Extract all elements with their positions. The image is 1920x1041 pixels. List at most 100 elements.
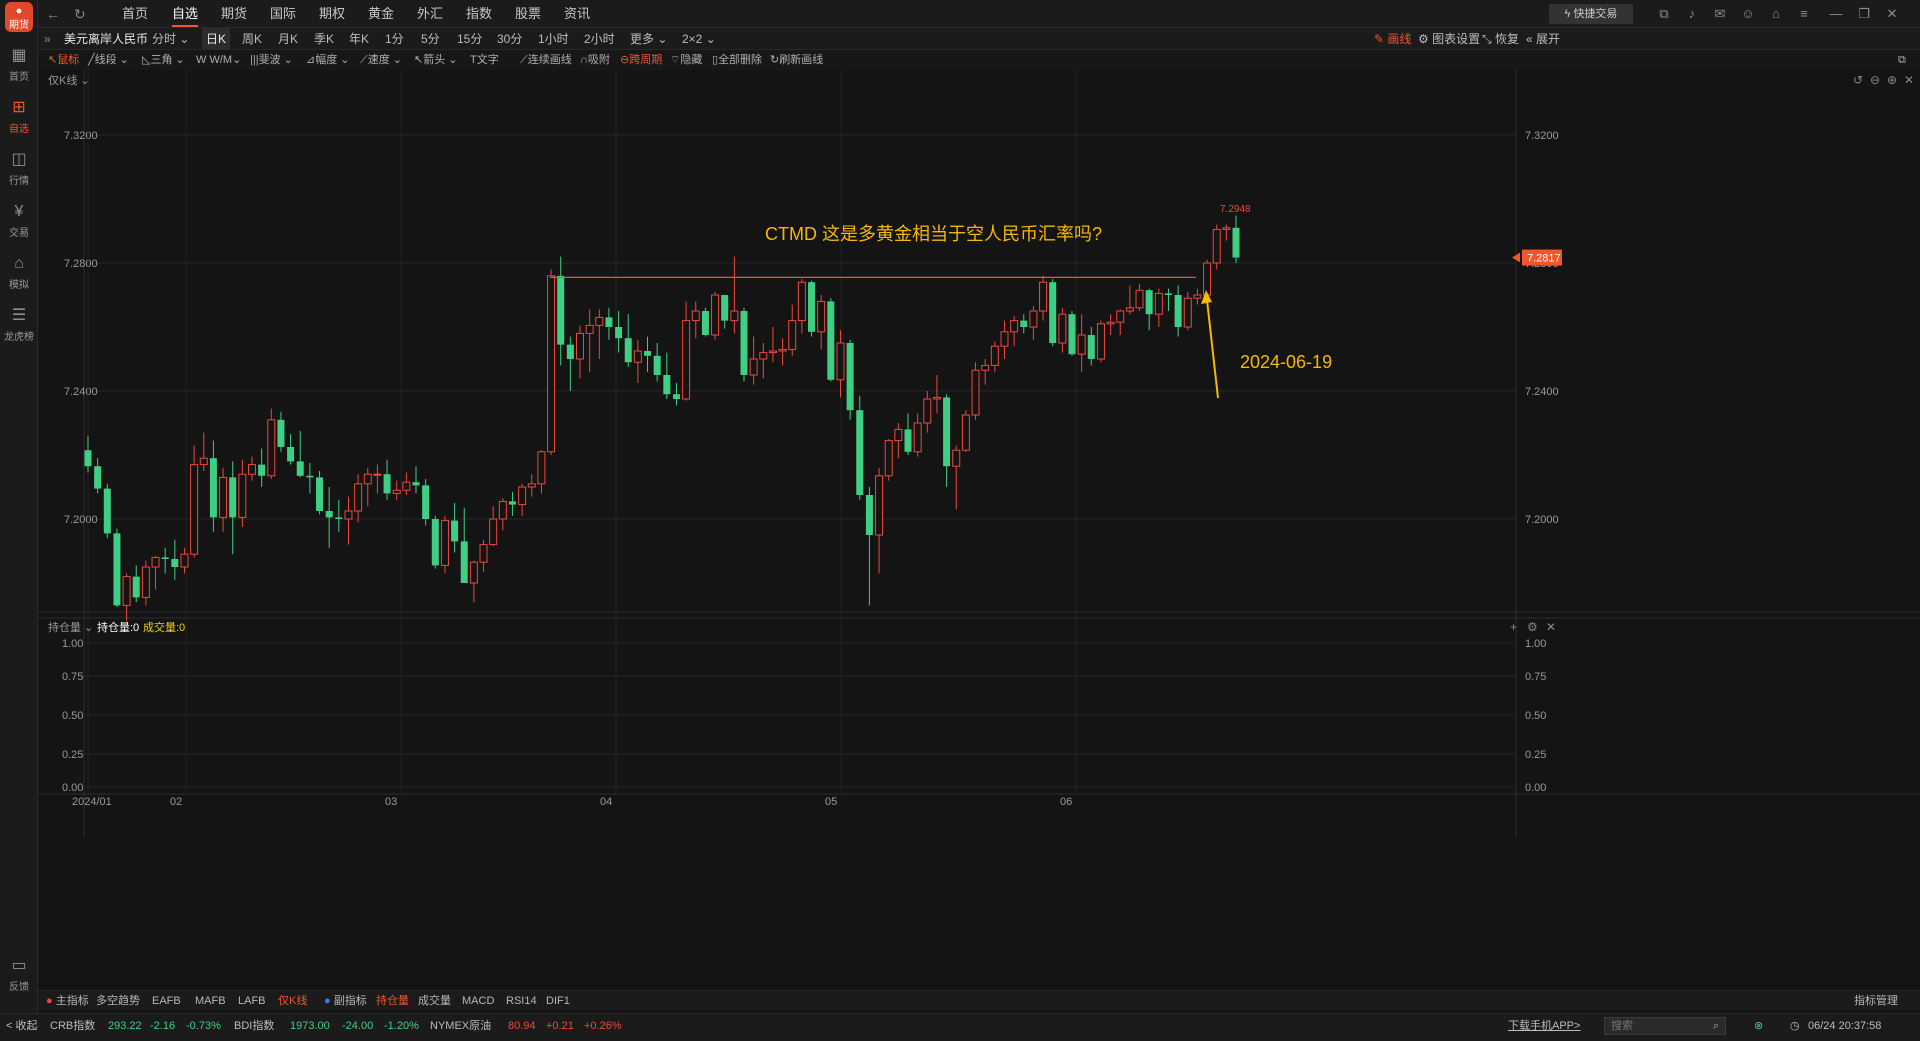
indicator-manage[interactable]: 指标管理 — [1854, 995, 1898, 1007]
draw-line-button[interactable]: ✎ 画线 — [1374, 28, 1411, 50]
candle-body-up — [836, 342, 845, 381]
sidebar-item-feedback[interactable]: ▭ 反馈 — [0, 950, 38, 996]
close-icon[interactable]: ✕ — [1886, 6, 1898, 21]
period-daily[interactable]: 日K — [202, 28, 231, 50]
tool-speed[interactable]: ⟋速度 ⌄ — [360, 54, 402, 66]
x-tick-label: 2024/01 — [72, 796, 112, 808]
minimize-icon[interactable]: — — [1829, 6, 1843, 21]
candle-body-up — [363, 473, 372, 485]
period-quarterly[interactable]: 季K — [314, 32, 335, 46]
maximize-icon[interactable]: ❐ — [1858, 6, 1870, 21]
tool-triangle[interactable]: ◺三角 ⌄ — [142, 54, 185, 66]
period-1min[interactable]: 1分 — [385, 32, 404, 46]
tab-gold[interactable]: 黄金 — [368, 6, 395, 21]
volume-y-tick-right: 1.00 — [1525, 638, 1546, 650]
refresh-icon[interactable]: ↻ — [74, 6, 86, 22]
window-icon[interactable]: ⧉ — [1659, 6, 1669, 21]
expand-chevrons-icon[interactable]: » — [44, 32, 51, 46]
period-weekly[interactable]: 周K — [242, 32, 263, 46]
tool-refresh-lines[interactable]: ↻刷新画线 — [770, 50, 823, 70]
tool-arrow[interactable]: ↖箭头 ⌄ — [414, 54, 458, 66]
period-2hour[interactable]: 2小时 — [584, 32, 615, 46]
tool-range[interactable]: ⊿幅度 ⌄ — [306, 54, 350, 66]
main-indicator-tab[interactable]: ● 主指标 — [46, 991, 89, 1011]
expand-button[interactable]: « 展开 — [1526, 28, 1560, 50]
sidebar-item-home[interactable]: ▦ 首页 — [0, 40, 38, 86]
sub-macd[interactable]: MACD — [462, 995, 495, 1007]
kline-chart-svg[interactable]: 仅K线 ⌄↺⊖⊕✕7.32007.32007.28007.28007.24007… — [38, 70, 1920, 838]
candle-body-up — [373, 473, 382, 476]
tool-segment[interactable]: ╱线段 ⌄ — [88, 54, 129, 66]
period-more[interactable]: 更多 ⌄ — [630, 28, 667, 50]
sub-volume[interactable]: 成交量 — [418, 995, 451, 1007]
user-icon[interactable]: ☺ — [1741, 6, 1755, 21]
sub-open-interest[interactable]: 持仓量 — [376, 995, 409, 1007]
candle-body-up — [1212, 228, 1221, 264]
indicator-mafb[interactable]: MAFB — [195, 995, 226, 1007]
period-30min[interactable]: 30分 — [497, 32, 523, 46]
shirt-icon[interactable]: ⌂ — [1772, 6, 1780, 21]
indicator-kline-only[interactable]: 仅K线 — [278, 995, 308, 1007]
sidebar-item-trade[interactable]: ¥ 交易 — [0, 196, 38, 242]
app-logo[interactable]: ● 期货 — [5, 2, 33, 32]
tool-cross-period[interactable]: ⊖跨周期 — [620, 50, 662, 70]
tab-stocks[interactable]: 股票 — [515, 6, 542, 21]
period-15min[interactable]: 15分 — [457, 32, 483, 46]
tool-mouse[interactable]: ↖鼠标 — [48, 50, 79, 70]
period-intraday[interactable]: 分时 ⌄ — [152, 28, 189, 50]
tab-options[interactable]: 期权 — [319, 6, 346, 21]
restore-button[interactable]: ⤡ 恢复 — [1482, 28, 1519, 50]
chart-area[interactable]: 仅K线 ⌄↺⊖⊕✕7.32007.32007.28007.28007.24007… — [38, 70, 1920, 838]
back-icon[interactable]: ← — [46, 6, 60, 22]
link-icon[interactable]: ⊗ — [1754, 1020, 1764, 1032]
tool-fibonacci[interactable]: |||斐波 ⌄ — [250, 54, 293, 66]
sidebar-item-simulate[interactable]: ⌂ 模拟 — [0, 248, 38, 294]
period-5min[interactable]: 5分 — [421, 32, 440, 46]
search-icon[interactable]: ⌕ — [1712, 1020, 1719, 1032]
tab-home[interactable]: 首页 — [122, 6, 149, 21]
period-yearly[interactable]: 年K — [349, 32, 370, 46]
sidebar-item-watchlist[interactable]: ⊞ 自选 — [0, 92, 38, 138]
indicator-lafb[interactable]: LAFB — [238, 995, 266, 1007]
indicator-eafb[interactable]: EAFB — [152, 995, 181, 1007]
y-tick-label: 7.2400 — [64, 386, 98, 398]
period-monthly[interactable]: 月K — [278, 32, 299, 46]
tool-delete-all[interactable]: ▯全部删除 — [712, 50, 762, 70]
period-1hour[interactable]: 1小时 — [538, 32, 569, 46]
menu-icon[interactable]: ≡ — [1800, 6, 1808, 21]
sub-indicator-tab[interactable]: ● 副指标 — [324, 991, 367, 1011]
mail-icon[interactable]: ✉ — [1714, 6, 1726, 21]
quick-trade-button[interactable]: ϟ 快捷交易 — [1549, 4, 1633, 24]
bell-icon[interactable]: ♪ — [1688, 6, 1696, 21]
tool-text[interactable]: T文字 — [470, 50, 499, 70]
ticker-crb-name[interactable]: CRB指数 — [50, 1020, 96, 1032]
sub-rsi14[interactable]: RSI14 — [506, 995, 537, 1007]
tool-continuous-line[interactable]: ⟋连续画线 — [520, 50, 572, 70]
tab-watchlist[interactable]: 自选 — [172, 0, 199, 28]
tool-wm[interactable]: W W/M⌄ — [196, 54, 242, 66]
tab-forex[interactable]: 外汇 — [417, 6, 444, 21]
download-app-link[interactable]: 下载手机APP> — [1508, 1020, 1581, 1032]
sidebar-item-ranking[interactable]: ☰ 龙虎榜 — [0, 300, 38, 346]
tool-snap[interactable]: ∩吸附 — [580, 50, 610, 70]
search-input[interactable]: 搜索 ⌕ — [1604, 1017, 1726, 1035]
candle-body-up — [711, 294, 720, 336]
tab-news[interactable]: 资讯 — [564, 6, 591, 21]
sub-dif1[interactable]: DIF1 — [546, 995, 570, 1007]
popout-icon[interactable]: ⧉ — [1898, 54, 1906, 66]
top-nav: ← ↻ 首页 自选 期货 国际 期权 黄金 外汇 指数 股票 资讯 ϟ 快捷交易… — [38, 0, 1920, 28]
tab-international[interactable]: 国际 — [270, 6, 297, 21]
indicator-trend[interactable]: 多空趋势 — [96, 995, 140, 1007]
restore-label: 恢复 — [1494, 32, 1519, 46]
symbol-name[interactable]: 美元离岸人民币 — [64, 32, 149, 46]
tool-hide[interactable]: ⌔隐藏 — [670, 50, 702, 70]
tab-index[interactable]: 指数 — [466, 6, 493, 21]
layout-2x2[interactable]: 2×2 ⌄ — [682, 28, 716, 50]
ticker-oil-name[interactable]: NYMEX原油 — [430, 1020, 492, 1032]
sidebar-item-market[interactable]: ◫ 行情 — [0, 144, 38, 190]
tab-futures[interactable]: 期货 — [221, 6, 248, 21]
ticker-bdi-name[interactable]: BDI指数 — [234, 1020, 275, 1032]
collapse-button[interactable]: < 收起 — [6, 1020, 38, 1032]
volume-y-tick-right: 0.50 — [1525, 710, 1546, 722]
chart-settings-button[interactable]: ⚙ 图表设置 — [1418, 28, 1480, 50]
